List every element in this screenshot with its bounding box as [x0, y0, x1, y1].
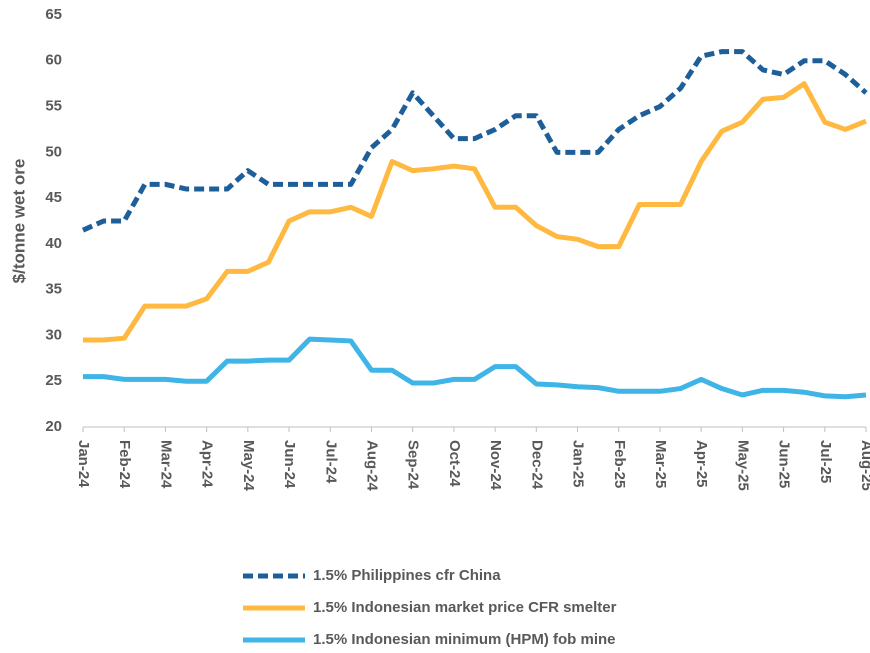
line-series: [83, 336, 867, 400]
x-tick-label: Apr-24: [199, 440, 216, 488]
legend-label: 1.5% Indonesian minimum (HPM) fob mine: [313, 631, 616, 648]
y-tick-label: 45: [45, 189, 62, 206]
x-tick-label: Oct-24: [446, 440, 463, 487]
x-tick-label: Jun-24: [281, 440, 298, 489]
x-tick-label: Jul-25: [817, 440, 834, 483]
x-tick-label: Feb-24: [116, 440, 133, 489]
y-tick-label: 40: [45, 235, 62, 252]
x-tick-label: Jan-25: [570, 440, 587, 488]
x-tick-label: Aug-25: [858, 440, 870, 491]
y-tick-label: 55: [45, 98, 62, 115]
y-axis-label: $/tonne wet ore: [9, 159, 28, 284]
x-tick-label: Mar-24: [157, 440, 174, 489]
x-tick-label: Feb-25: [611, 440, 628, 488]
y-tick-label: 60: [45, 52, 62, 69]
x-tick-label: Sep-24: [405, 440, 422, 490]
x-tick-label: Jul-24: [322, 440, 339, 484]
legend-label: 1.5% Indonesian market price CFR smelter: [313, 599, 617, 616]
x-tick-label: Mar-25: [652, 440, 669, 488]
y-tick-label: 20: [45, 418, 62, 435]
x-tick-label: May-24: [240, 440, 257, 492]
legend-label: 1.5% Philippines cfr China: [313, 567, 501, 584]
y-tick-label: 35: [45, 281, 62, 298]
line-series: [81, 49, 868, 233]
y-tick-label: 30: [45, 326, 62, 343]
y-tick-label: 50: [45, 143, 62, 160]
x-tick-label: May-25: [734, 440, 751, 491]
x-tick-label: Dec-24: [528, 440, 545, 490]
y-tick-label: 65: [45, 6, 62, 23]
line-series: [83, 81, 867, 343]
x-tick-label: Jan-24: [75, 440, 92, 488]
x-tick-label: Jun-25: [776, 440, 793, 488]
x-tick-label: Aug-24: [364, 440, 381, 491]
y-tick-label: 25: [45, 372, 62, 389]
x-tick-label: Nov-24: [487, 440, 504, 491]
x-tick-label: Apr-25: [693, 440, 710, 488]
